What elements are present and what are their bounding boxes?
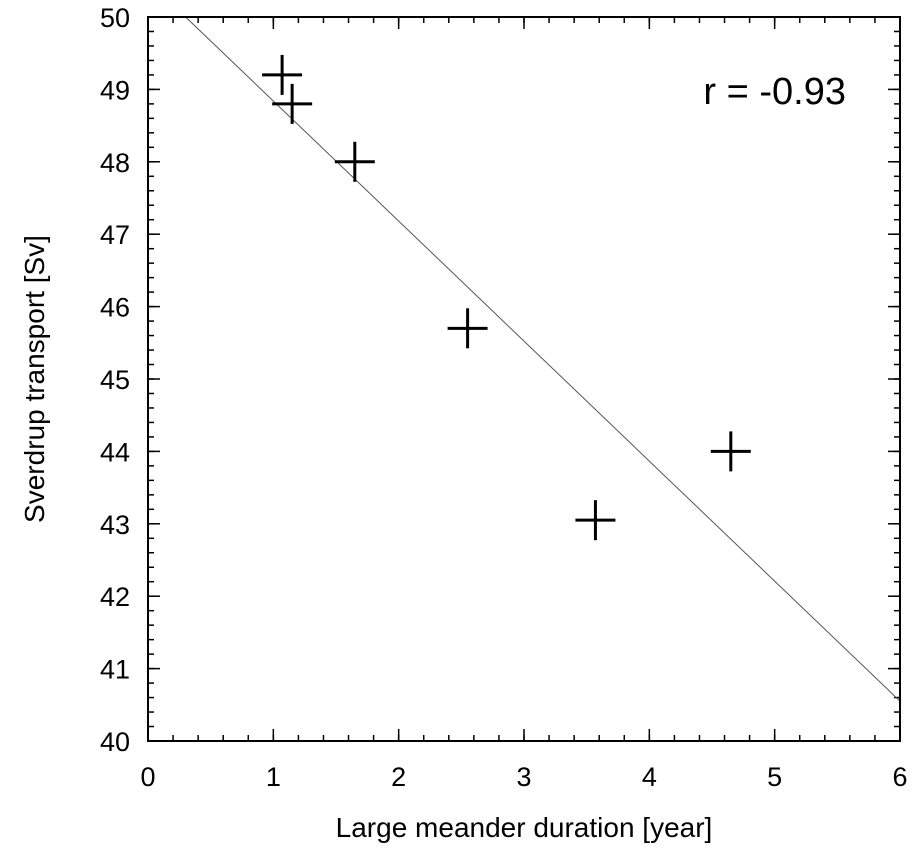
correlation-annotation: r = -0.93	[703, 71, 846, 113]
x-tick-label: 2	[391, 762, 406, 792]
y-axis-label: Sverdrup transport [Sv]	[19, 235, 50, 523]
y-tick-label: 45	[100, 365, 130, 395]
y-tick-label: 49	[100, 75, 130, 105]
regression-line	[185, 16, 901, 702]
x-tick-label: 4	[642, 762, 657, 792]
major-ticks	[147, 16, 901, 742]
y-tick-label: 46	[100, 293, 130, 323]
data-point	[447, 308, 488, 349]
x-tick-labels: 0 1 2 3 4 5 6	[140, 762, 907, 792]
data-point	[272, 83, 313, 124]
y-tick-label: 44	[100, 437, 130, 467]
data-points	[262, 54, 751, 541]
x-tick-label: 5	[767, 762, 782, 792]
x-tick-label: 6	[892, 762, 907, 792]
y-tick-label: 43	[100, 510, 130, 540]
data-point	[710, 431, 751, 472]
x-axis-label: Large meander duration [year]	[336, 812, 713, 843]
x-tick-label: 1	[266, 762, 281, 792]
data-point	[334, 141, 375, 182]
y-tick-label: 47	[100, 220, 130, 250]
y-tick-label: 40	[100, 727, 130, 757]
y-tick-label: 41	[100, 655, 130, 685]
x-tick-label: 3	[516, 762, 531, 792]
y-tick-label: 48	[100, 148, 130, 178]
data-point	[262, 54, 303, 95]
y-tick-labels: 40 41 42 43 44 45 46 47 48 49 50	[100, 3, 130, 757]
plot-frame	[147, 16, 901, 742]
y-tick-label: 50	[100, 3, 130, 33]
data-point	[575, 500, 616, 541]
minor-ticks	[147, 16, 901, 742]
y-tick-label: 42	[100, 582, 130, 612]
x-tick-label: 0	[140, 762, 155, 792]
